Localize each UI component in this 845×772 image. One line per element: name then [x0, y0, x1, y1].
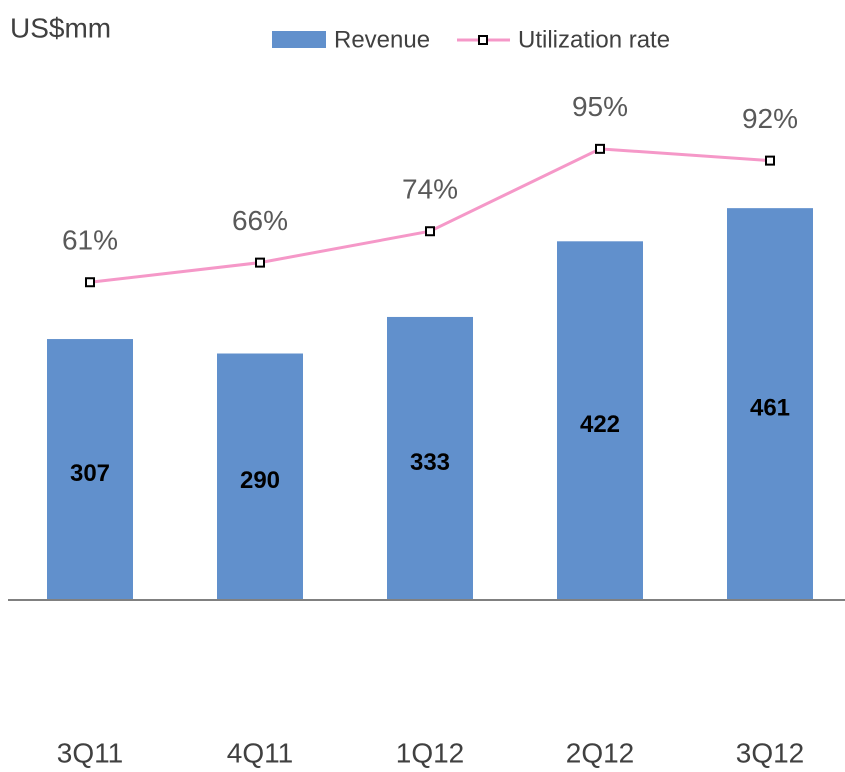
line-label: 66%	[232, 205, 288, 236]
x-tick-label: 1Q12	[396, 737, 465, 768]
bar	[47, 339, 133, 600]
line-label: 92%	[742, 103, 798, 134]
x-tick-label: 3Q12	[736, 737, 805, 768]
bar-label: 461	[750, 394, 790, 421]
bar	[727, 208, 813, 600]
line-marker	[85, 277, 95, 288]
line-marker	[255, 257, 265, 268]
x-tick-label: 4Q11	[227, 737, 293, 768]
line-marker	[425, 226, 435, 237]
bar	[217, 353, 303, 600]
bar	[557, 241, 643, 601]
bar-label: 307	[70, 460, 110, 487]
line-label: 95%	[572, 91, 628, 122]
bar-label: 333	[410, 449, 450, 476]
chart-title: US$mm	[10, 12, 111, 43]
x-tick-label: 3Q11	[57, 737, 123, 768]
x-tick-label: 2Q12	[566, 737, 635, 768]
legend-swatch	[272, 31, 326, 48]
bar-label: 422	[580, 411, 620, 438]
line-label: 61%	[62, 225, 118, 256]
legend-marker	[478, 35, 488, 45]
line-label: 74%	[402, 174, 458, 205]
legend-label: Revenue	[334, 26, 430, 53]
line-marker	[765, 155, 775, 166]
line	[89, 147, 771, 284]
bar	[387, 316, 473, 600]
legend-label: Utilization rate	[518, 26, 670, 53]
bar-label: 290	[240, 467, 280, 494]
line-marker	[595, 143, 605, 154]
